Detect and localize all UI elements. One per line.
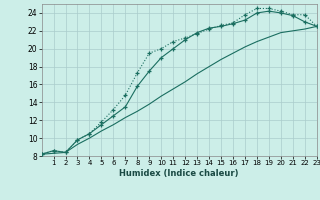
X-axis label: Humidex (Indice chaleur): Humidex (Indice chaleur) [119, 169, 239, 178]
